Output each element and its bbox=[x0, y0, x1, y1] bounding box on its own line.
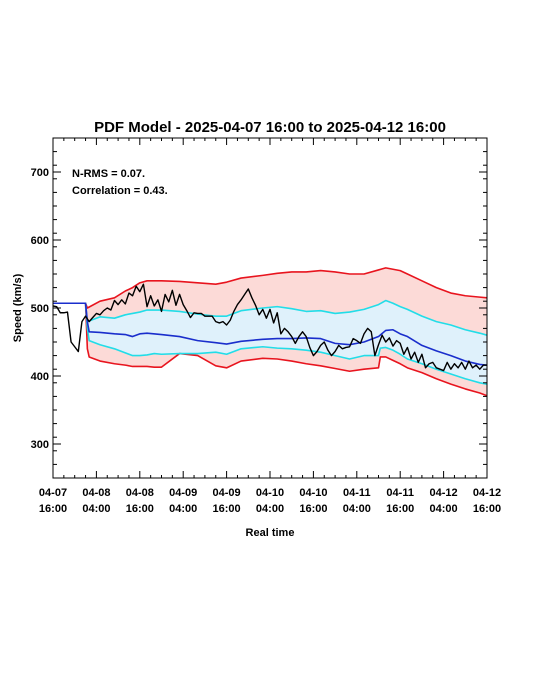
observed-line bbox=[52, 283, 487, 372]
x-tick-label-date: 04-09 bbox=[213, 487, 241, 499]
y-tick-label: 300 bbox=[31, 439, 49, 451]
inner-lower-line bbox=[53, 302, 488, 385]
x-tick-label-date: 04-12 bbox=[430, 487, 458, 499]
chart-title: PDF Model - 2025-04-07 16:00 to 2025-04-… bbox=[94, 119, 446, 136]
axis-ticks: 04-07 16:00 04-08 04:00 04-08 16:00 04-09 04:00… bbox=[31, 137, 501, 515]
series-lines bbox=[52, 267, 488, 397]
x-tick-label-date: 04-09 bbox=[169, 487, 197, 499]
outer-upper-line bbox=[53, 267, 488, 309]
x-tick-label-time: 04:00 bbox=[256, 503, 284, 515]
y-tick-label: 700 bbox=[31, 167, 49, 179]
y-tick-label: 600 bbox=[31, 235, 49, 247]
x-tick-label-date: 04-08 bbox=[82, 487, 110, 499]
x-tick-label-date: 04-10 bbox=[256, 487, 284, 499]
x-tick-label-date: 04-12 bbox=[473, 487, 501, 499]
x-tick-label-time: 04:00 bbox=[430, 503, 458, 515]
median-line bbox=[53, 302, 488, 366]
x-tick-label-time: 04:00 bbox=[343, 503, 371, 515]
nrms-annotation: N-RMS = 0.07. bbox=[72, 168, 145, 180]
x-tick-label-time: 04:00 bbox=[169, 503, 197, 515]
x-tick-label-time: 16:00 bbox=[386, 503, 414, 515]
x-tick-label-date: 04-11 bbox=[386, 487, 414, 499]
x-tick-label-time: 16:00 bbox=[213, 503, 241, 515]
inner-upper-line bbox=[53, 299, 488, 336]
x-tick-label-time: 04:00 bbox=[82, 503, 110, 515]
x-axis-label: Real time bbox=[246, 527, 295, 539]
outer-lower-line bbox=[53, 302, 488, 397]
y-tick-label: 500 bbox=[31, 303, 49, 315]
y-tick-label: 400 bbox=[31, 371, 49, 383]
x-tick-label-time: 16:00 bbox=[473, 503, 501, 515]
x-tick-label-time: 16:00 bbox=[299, 503, 327, 515]
band-fills bbox=[53, 267, 487, 396]
y-axis-label: Speed (km/s) bbox=[12, 273, 24, 342]
correlation-annotation: Correlation = 0.43. bbox=[72, 185, 168, 197]
inner-band-fill bbox=[53, 300, 487, 385]
x-tick-label-date: 04-07 bbox=[39, 487, 67, 499]
x-tick-label-date: 04-10 bbox=[299, 487, 327, 499]
x-tick-label-time: 16:00 bbox=[126, 503, 154, 515]
x-tick-label-date: 04-11 bbox=[343, 487, 371, 499]
x-tick-label-date: 04-08 bbox=[126, 487, 154, 499]
x-tick-label-time: 16:00 bbox=[39, 503, 67, 515]
